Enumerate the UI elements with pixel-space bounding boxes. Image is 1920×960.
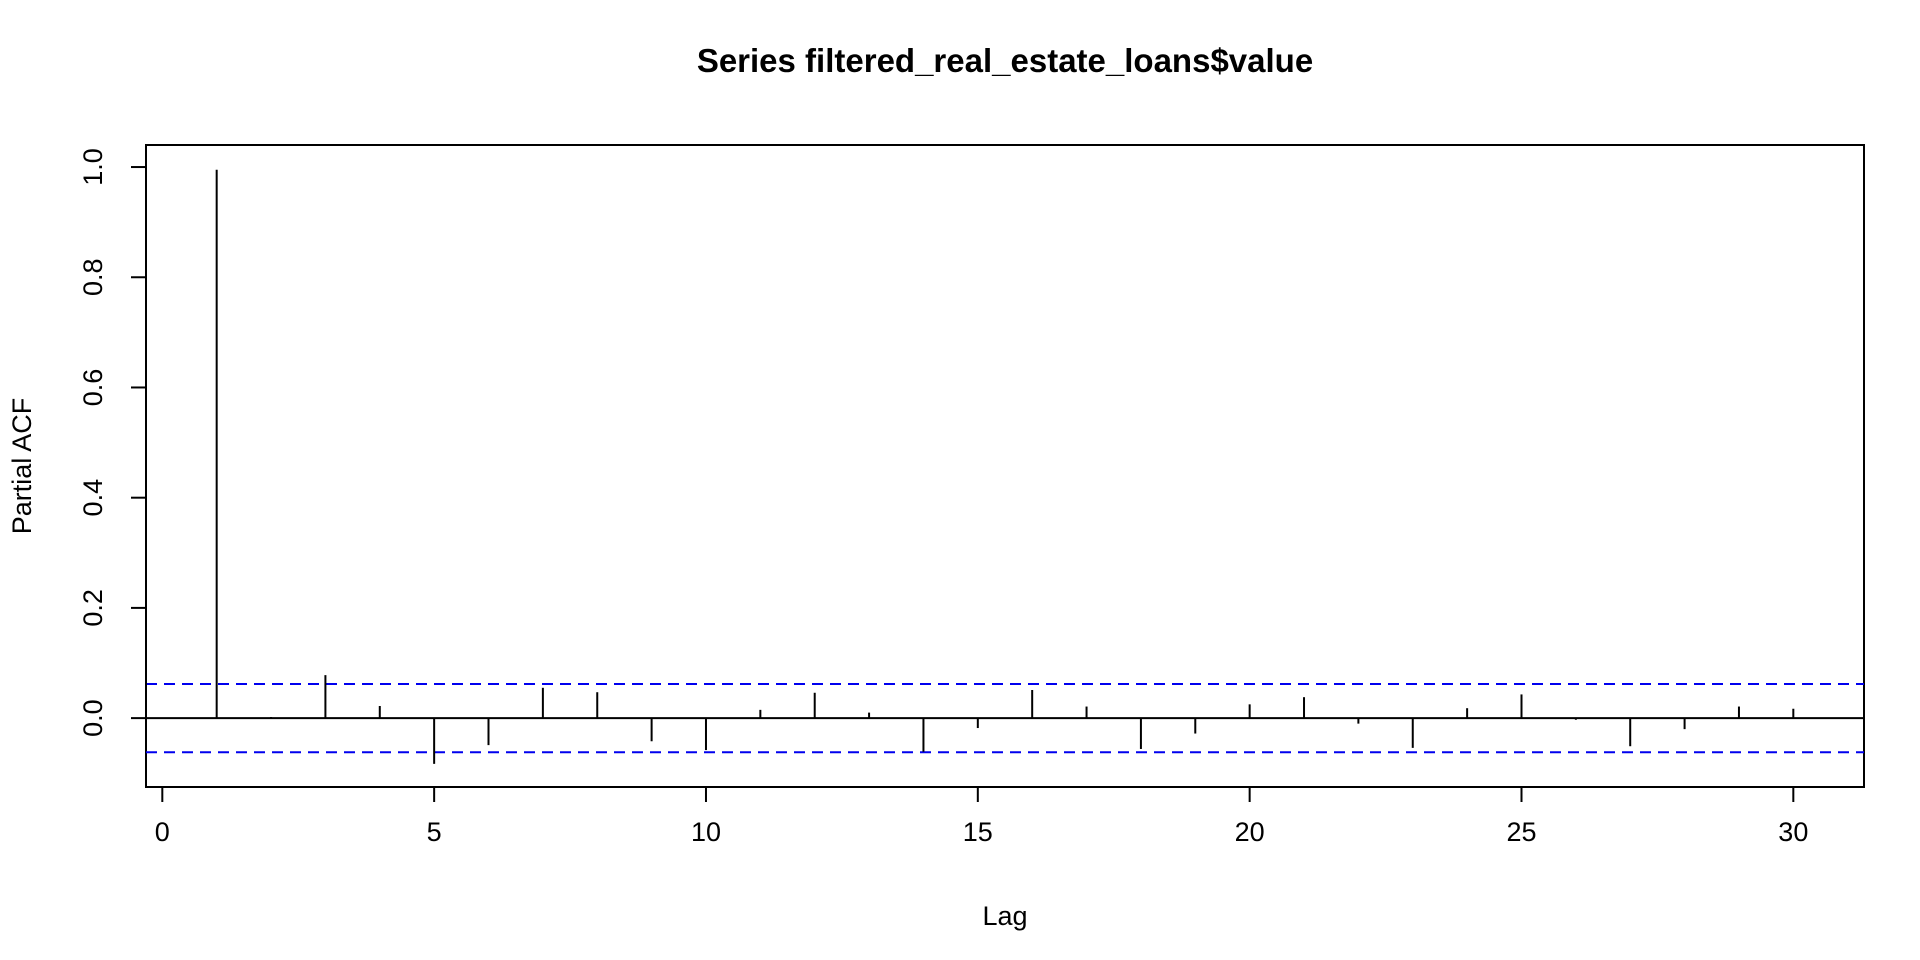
- x-tick-label-10: 10: [691, 817, 721, 847]
- confidence-bounds: [146, 682, 1864, 754]
- x-tick-label-5: 5: [427, 817, 442, 847]
- y-tick-label-0.0: 0.0: [78, 699, 108, 737]
- y-tick-label-0.4: 0.4: [78, 479, 108, 517]
- plot-frame: [145, 144, 1865, 788]
- x-tick-label-30: 30: [1778, 817, 1808, 847]
- y-tick-label-0.8: 0.8: [78, 258, 108, 296]
- x-axis: 0 5 10 15 20 25 30: [155, 786, 1808, 847]
- x-tick-label-20: 20: [1235, 817, 1265, 847]
- x-tick-label-15: 15: [963, 817, 993, 847]
- x-axis-label: Lag: [982, 901, 1027, 931]
- pacf-bars: [215, 169, 1795, 764]
- y-tick-label-0.2: 0.2: [78, 589, 108, 627]
- x-tick-label-0: 0: [155, 817, 170, 847]
- y-axis-label: Partial ACF: [7, 398, 37, 535]
- y-tick-label-1.0: 1.0: [78, 148, 108, 186]
- x-tick-label-25: 25: [1506, 817, 1536, 847]
- y-axis: 0.0 0.2 0.4 0.6 0.8 1.0: [78, 148, 147, 737]
- chart-title: Series filtered_real_estate_loans$value: [697, 42, 1313, 79]
- y-tick-label-0.6: 0.6: [78, 369, 108, 407]
